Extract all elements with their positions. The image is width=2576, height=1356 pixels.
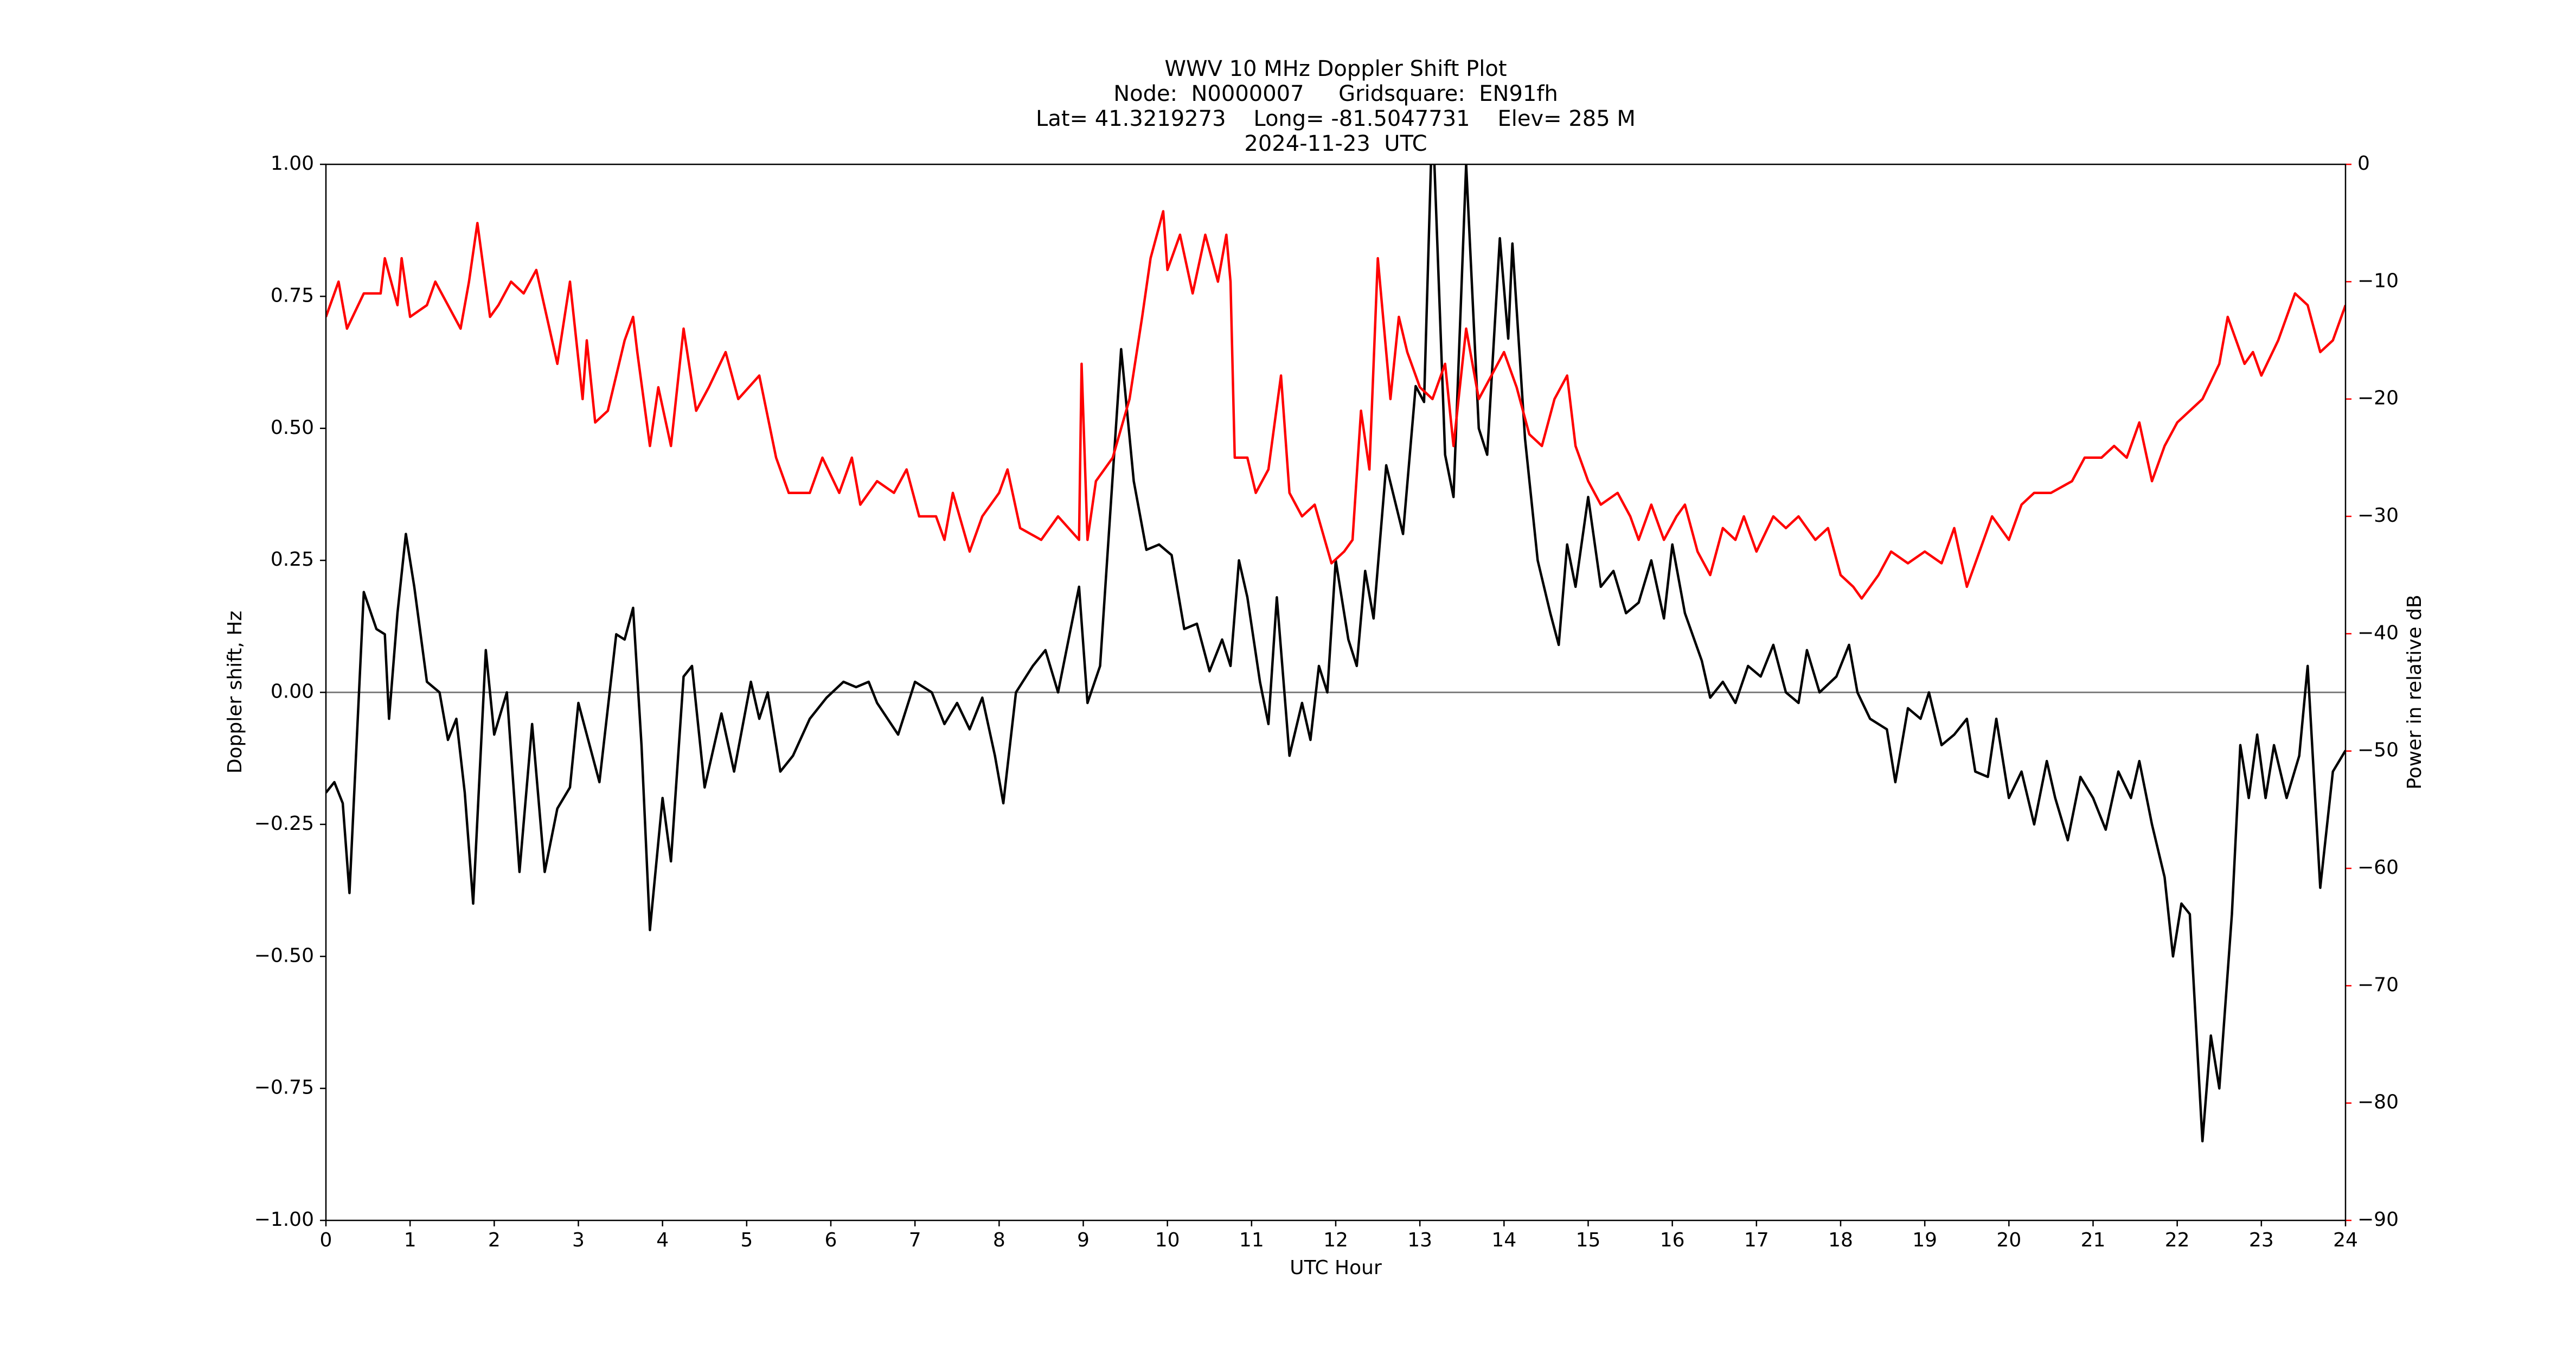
x-tick-label: 18	[1828, 1229, 1853, 1251]
y2-tick-label: −60	[2357, 856, 2399, 879]
x-axis-label: UTC Hour	[1290, 1257, 1382, 1279]
x-tick-label: 1	[404, 1229, 416, 1251]
x-tick-label: 5	[740, 1229, 753, 1251]
y-tick-label: −0.25	[254, 813, 314, 835]
x-tick-label: 4	[656, 1229, 669, 1251]
y2-tick-label: 0	[2357, 152, 2370, 175]
x-tick-label: 23	[2249, 1229, 2274, 1251]
x-tick-label: 2	[488, 1229, 501, 1251]
y2-tick-label: −30	[2357, 504, 2399, 527]
chart-subtitle: Lat= 41.3219273 Long= -81.5047731 Elev= …	[1036, 106, 1636, 131]
y2-tick-label: −90	[2357, 1208, 2399, 1231]
y2-tick-label: −20	[2357, 387, 2399, 410]
y2-tick-label: −80	[2357, 1091, 2399, 1114]
y-tick-label: 0.00	[271, 681, 314, 703]
x-tick-label: 14	[1491, 1229, 1516, 1251]
x-tick-label: 0	[320, 1229, 332, 1251]
x-tick-label: 17	[1744, 1229, 1769, 1251]
x-tick-label: 10	[1155, 1229, 1180, 1251]
y-tick-label: 0.50	[271, 417, 314, 439]
y-tick-label: −1.00	[254, 1208, 314, 1231]
x-tick-label: 19	[1912, 1229, 1937, 1251]
plot-frame	[325, 163, 2347, 1221]
y2-tick-label: −10	[2357, 270, 2399, 292]
y2-axis-label: Power in relative dB	[2404, 594, 2426, 789]
y2-tick-label: −40	[2357, 622, 2399, 644]
y-tick-label: 0.75	[271, 284, 314, 306]
x-tick-label: 8	[993, 1229, 1005, 1251]
y2-tick-label: −50	[2357, 739, 2399, 762]
x-tick-label: 6	[825, 1229, 837, 1251]
y2-tick-label: −70	[2357, 974, 2399, 996]
x-tick-label: 9	[1077, 1229, 1090, 1251]
y-tick-label: −0.50	[254, 944, 314, 967]
y-tick-label: −0.75	[254, 1077, 314, 1099]
x-tick-label: 7	[909, 1229, 921, 1251]
chart-subtitle: Node: N0000007 Gridsquare: EN91fh	[1113, 81, 1558, 106]
x-tick-label: 11	[1239, 1229, 1264, 1251]
x-tick-label: 24	[2333, 1229, 2358, 1251]
chart-title: WWV 10 MHz Doppler Shift Plot	[1164, 56, 1507, 81]
x-tick-label: 13	[1407, 1229, 1432, 1251]
data-line	[326, 210, 2346, 600]
x-tick-label: 3	[572, 1229, 585, 1251]
x-tick-label: 21	[2081, 1229, 2106, 1251]
x-tick-label: 12	[1323, 1229, 1348, 1251]
x-tick-label: 15	[1576, 1229, 1601, 1251]
y-tick-label: 1.00	[271, 152, 314, 175]
chart-subtitle: 2024-11-23 UTC	[1244, 131, 1427, 156]
x-tick-label: 22	[2165, 1229, 2190, 1251]
data-line	[326, 164, 2346, 1143]
y-tick-label: 0.25	[271, 548, 314, 571]
x-tick-label: 20	[1996, 1229, 2021, 1251]
x-tick-label: 16	[1660, 1229, 1685, 1251]
y-axis-label: Doppler shift, Hz	[224, 611, 246, 773]
